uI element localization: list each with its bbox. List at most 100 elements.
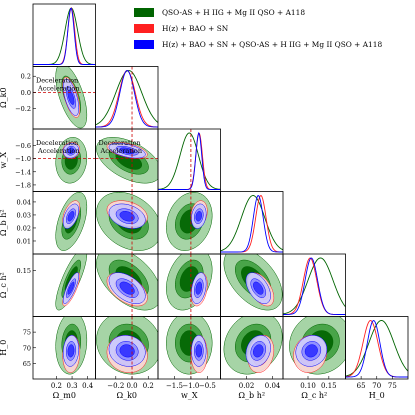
x-tick-label: −0.5 — [199, 382, 216, 390]
x-axis-label: Ω_k0 — [116, 391, 137, 400]
legend-label: H(z) + BAO + SN — [162, 23, 229, 33]
panel-2-0 — [32, 128, 96, 192]
legend-entry-1: QSO-AS + H IIG + Mg II QSO + A118 — [134, 4, 414, 20]
x-tick-label: 0.02 — [239, 382, 255, 390]
contour-2-2 — [195, 344, 203, 358]
marginal-curve — [220, 195, 283, 253]
contour-2-2 — [304, 344, 318, 358]
panel-5-1 — [95, 316, 159, 380]
annotation-acceleration: Acceleration — [37, 147, 80, 155]
x-tick-label: −1.0 — [182, 382, 199, 390]
panel-5-4 — [282, 316, 346, 380]
y-axis-label: Ω_k0 — [0, 87, 8, 108]
y-tick-label: 0.03 — [17, 211, 31, 219]
contour-2-2 — [253, 281, 264, 295]
panel-3-1 — [95, 191, 159, 255]
x-tick-label: 0.2 — [143, 382, 154, 390]
x-tick-label: 0.0 — [126, 382, 137, 390]
annotation-acceleration: Acceleration — [100, 147, 143, 155]
contour-2-2 — [119, 281, 135, 295]
x-tick-label: 75 — [388, 382, 397, 390]
y-tick-label: −1.4 — [15, 168, 31, 176]
panel-5-5 — [345, 316, 409, 380]
marginal-curve — [95, 70, 158, 126]
panel-4-1 — [95, 253, 159, 317]
marginal-curve — [95, 70, 158, 128]
y-tick-label: 0.02 — [17, 224, 31, 232]
x-tick-label: −1.5 — [166, 382, 183, 390]
panel-5-3 — [220, 316, 284, 380]
contour-2-2 — [253, 344, 264, 358]
contour-2-2 — [67, 211, 75, 222]
legend-entry-2: H(z) + BAO + SN — [134, 20, 414, 36]
legend-swatch-blue — [134, 39, 154, 49]
legend-swatch-green — [134, 7, 154, 17]
legend-entry-3: H(z) + BAO + SN + QSO-AS + H IIG + Mg II… — [134, 36, 414, 52]
x-axis-label: H_0 — [369, 391, 385, 400]
y-tick-label: 0.01 — [17, 237, 31, 245]
legend-swatch-red — [134, 23, 154, 33]
contour-2-2 — [67, 344, 75, 358]
contour-2-2 — [119, 211, 135, 222]
marginal-curve — [95, 70, 158, 128]
x-tick-label: 0.2 — [51, 382, 62, 390]
y-tick-label: 70 — [23, 344, 31, 352]
marginal-curve — [158, 132, 221, 190]
x-tick-label: 70 — [372, 382, 381, 390]
panel-2-2 — [157, 128, 221, 192]
y-tick-label: −1.8 — [15, 181, 31, 189]
panel-4-2 — [157, 253, 221, 317]
panel-3-0 — [32, 191, 96, 255]
panel-0-0 — [32, 3, 96, 67]
panel-5-0 — [32, 316, 96, 380]
legend-label: H(z) + BAO + SN + QSO-AS + H IIG + Mg II… — [162, 39, 383, 49]
x-tick-label: 0.15 — [321, 382, 337, 390]
panel-4-3 — [220, 253, 284, 317]
marginal-curve — [220, 195, 283, 252]
x-axis-label: w_X — [181, 391, 198, 400]
y-tick-label: 0.04 — [17, 198, 31, 206]
y-tick-label: −1.0 — [15, 155, 31, 163]
annotation-deceleration: Deceleration — [36, 77, 78, 85]
y-tick-label: 75 — [23, 329, 31, 337]
annotation-acceleration: Acceleration — [37, 85, 80, 93]
panel-1-0 — [32, 66, 96, 130]
y-tick-label: −0.2 — [15, 105, 31, 113]
contour-2-2 — [67, 281, 75, 295]
y-axis-label: Ω_c h² — [0, 272, 8, 298]
y-tick-label: −0.6 — [15, 142, 31, 150]
legend-label: QSO-AS + H IIG + Mg II QSO + A118 — [162, 7, 306, 17]
y-axis-label: H_0 — [0, 340, 8, 356]
contour-2-2 — [67, 147, 75, 154]
y-tick-label: 65 — [23, 360, 31, 368]
legend: QSO-AS + H IIG + Mg II QSO + A118 H(z) +… — [134, 4, 414, 52]
panel-4-0 — [32, 253, 96, 317]
contour-2-2 — [119, 344, 135, 358]
marginal-curve — [158, 132, 221, 190]
x-tick-label: −0.2 — [107, 382, 124, 390]
y-axis-label: w_X — [0, 152, 8, 169]
panel-frame — [157, 128, 221, 192]
x-tick-label: 0.04 — [265, 382, 281, 390]
panel-3-2 — [157, 191, 221, 255]
marginal-curve — [283, 257, 346, 315]
y-tick-label: 0.2 — [21, 73, 31, 81]
x-axis-label: Ω_m0 — [53, 391, 76, 400]
panel-4-4 — [282, 253, 346, 317]
marginal-curve — [345, 319, 408, 378]
marginal-curve — [345, 320, 408, 377]
contour-2-2 — [119, 147, 135, 154]
x-axis-label: Ω_b h² — [238, 391, 265, 400]
y-tick-label: 0.15 — [17, 267, 31, 275]
panel-2-1 — [95, 128, 159, 192]
x-tick-label: 0.10 — [300, 382, 316, 390]
x-tick-label: 0.4 — [82, 382, 94, 390]
contour-2-2 — [67, 89, 75, 105]
marginal-curve — [33, 7, 96, 65]
annotation-deceleration: Deceleration — [36, 139, 78, 147]
panel-5-2 — [157, 316, 221, 380]
y-axis-label: Ω_b h² — [0, 209, 8, 236]
annotation-deceleration: Deceleration — [99, 139, 141, 147]
panel-1-1 — [95, 66, 159, 130]
